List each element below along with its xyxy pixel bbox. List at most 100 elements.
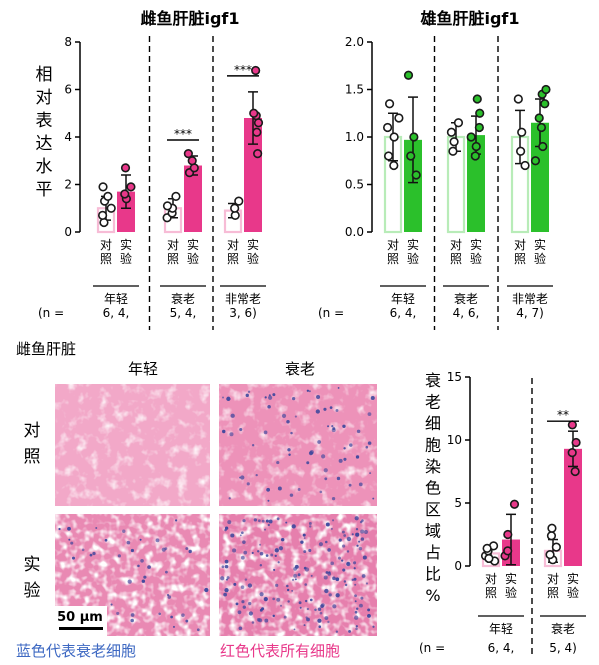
- stain-dot: [196, 628, 200, 632]
- stain-dot: [140, 558, 144, 563]
- char: 照: [227, 252, 239, 266]
- stain-dot: [259, 592, 264, 597]
- stain-dot: [338, 538, 342, 542]
- group-label: 非常老: [225, 292, 261, 306]
- data-point-treatment: [471, 141, 481, 152]
- char: 实: [534, 237, 546, 252]
- stain-dot: [306, 389, 310, 392]
- stain-dot: [354, 583, 357, 586]
- stain-dot: [372, 625, 375, 628]
- data-point-control: [98, 182, 108, 192]
- data-point-treatment: [474, 122, 484, 133]
- stain-dot: [323, 468, 328, 473]
- bar-label: 实验: [534, 237, 546, 266]
- data-point-treatment: [540, 99, 550, 109]
- stain-dot: [348, 483, 352, 487]
- stain-dot: [361, 574, 366, 578]
- stain-dot: [320, 604, 324, 608]
- bar-treatment: [404, 139, 422, 232]
- data-point-control: [394, 113, 404, 123]
- n-label: 3, 6): [229, 306, 257, 320]
- char: 照: [24, 447, 41, 467]
- stain-dot: [272, 393, 276, 397]
- stain-dot: [325, 571, 329, 574]
- stain-dot: [309, 598, 313, 602]
- stain-dot: [248, 611, 253, 616]
- stain-dot: [70, 541, 74, 545]
- data-point-treatment: [536, 122, 547, 133]
- data-point-control: [520, 160, 530, 171]
- stain-dot: [286, 588, 290, 592]
- data-point-control: [517, 127, 527, 137]
- stain-dot: [355, 528, 359, 531]
- bar-label: 对照: [100, 238, 112, 266]
- char: 对: [100, 238, 112, 252]
- chart-title: 雌鱼肝脏igf1: [140, 9, 239, 28]
- stain-dot: [323, 407, 327, 411]
- stain-dot: [275, 583, 279, 587]
- stain-dot: [117, 554, 121, 558]
- stain-dot: [306, 607, 309, 611]
- char: 水: [36, 157, 53, 177]
- char: 对: [485, 572, 497, 586]
- stain-dot: [277, 486, 282, 491]
- stain-dot: [155, 538, 160, 543]
- group-label: 非常老: [512, 292, 548, 306]
- char: 验: [534, 251, 546, 266]
- stain-dot: [224, 587, 229, 593]
- stain-dot: [259, 543, 262, 546]
- stain-dot: [317, 618, 322, 623]
- stain-dot: [255, 473, 258, 477]
- stain-dot: [110, 603, 113, 606]
- stain-dot: [122, 529, 126, 533]
- char: 验: [567, 585, 579, 600]
- stain-dot: [331, 496, 336, 501]
- data-point-treatment: [541, 84, 551, 95]
- data-point-treatment: [475, 108, 485, 118]
- stain-dot: [367, 608, 371, 612]
- y-tick-label: 2.0: [345, 35, 364, 49]
- bar-label: 实验: [187, 237, 199, 266]
- data-point-control: [449, 137, 459, 147]
- data-point-treatment: [403, 70, 414, 80]
- stain-dot: [306, 461, 310, 465]
- caption-red: 红色代表所有细胞: [220, 642, 340, 660]
- stain-dot: [240, 585, 245, 590]
- stain-dot: [324, 540, 328, 544]
- col-label-young: 年轻: [128, 360, 158, 378]
- stain-dot: [274, 554, 277, 557]
- stain-dot: [303, 566, 307, 570]
- char: 照: [485, 586, 497, 600]
- stain-dot: [222, 396, 224, 399]
- stain-dot: [370, 396, 375, 401]
- stain-dot: [251, 551, 254, 555]
- stain-dot: [354, 615, 359, 620]
- stain-dot: [341, 559, 344, 562]
- micrograph-old-treat: [219, 514, 377, 636]
- data-point-treatment: [251, 65, 261, 76]
- stain-dot: [297, 488, 301, 491]
- group-label: 年轻: [391, 292, 415, 306]
- stain-dot: [314, 608, 317, 612]
- bar-label: 对照: [167, 238, 179, 266]
- y-tick-label: 10: [447, 433, 462, 447]
- stain-dot: [363, 529, 369, 535]
- stain-dot: [332, 604, 337, 609]
- n-prefix: (n =: [318, 306, 344, 320]
- stain-dot: [268, 394, 271, 397]
- bar-label: 实验: [407, 237, 419, 266]
- data-point-treatment: [466, 132, 476, 142]
- scalebar-label: 50 μm: [57, 610, 103, 625]
- stain-dot: [343, 580, 347, 583]
- char: 对: [387, 238, 399, 252]
- data-point-treatment: [503, 546, 513, 556]
- stain-dot: [358, 546, 363, 551]
- stain-dot: [302, 533, 306, 537]
- chart-title: 雄鱼肝脏igf1: [419, 9, 519, 28]
- data-point-control: [389, 132, 399, 142]
- data-point-treatment: [187, 156, 197, 166]
- stain-dot: [272, 614, 275, 618]
- stain-dot: [308, 521, 312, 525]
